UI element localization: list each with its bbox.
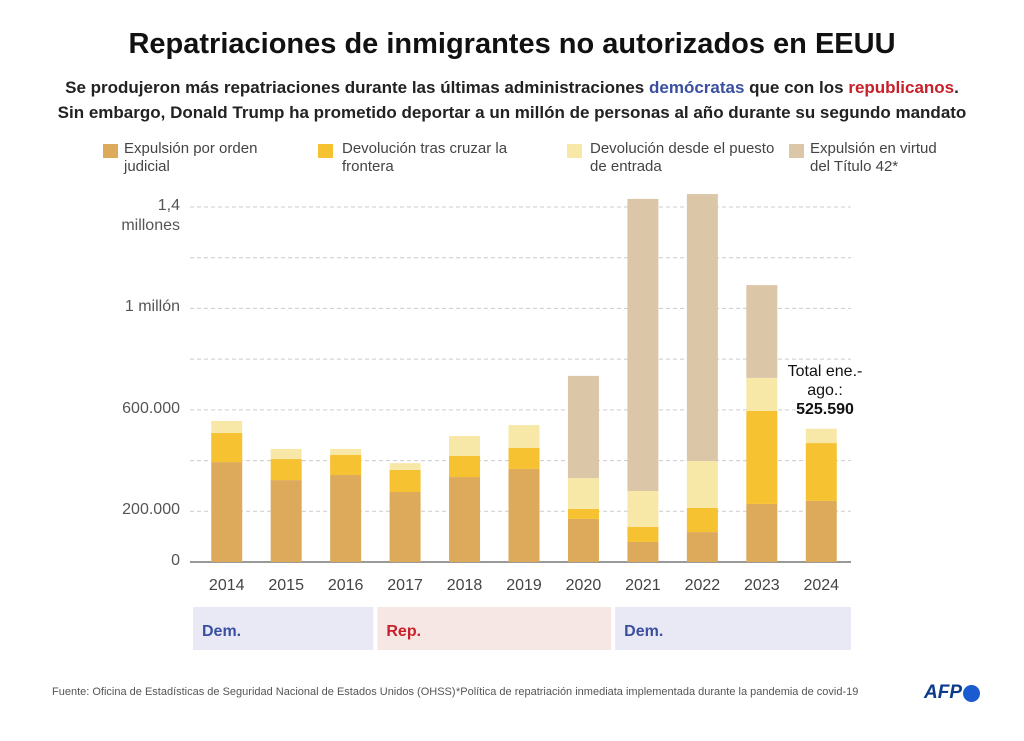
- bar-segment: [270, 448, 302, 460]
- x-tick-label: 2022: [685, 577, 721, 594]
- subtitle-part: Sin embargo, Donald Trump ha prometido d…: [57, 103, 967, 122]
- x-tick-label: 2016: [328, 577, 364, 594]
- x-tick-label: 2019: [506, 577, 542, 594]
- bar-segment: [627, 198, 659, 491]
- legend-swatch: [789, 144, 804, 158]
- bar-segment: [270, 459, 302, 481]
- annotation: Total ene.-ago.: 525.590: [780, 362, 870, 419]
- x-tick-label: 2017: [387, 577, 423, 594]
- subtitle: Sin embargo, Donald Trump ha prometido d…: [0, 103, 1024, 123]
- bar-segment: [567, 518, 599, 562]
- admin-band: [615, 607, 851, 650]
- bar-segment: [508, 447, 540, 469]
- bar-segment: [389, 469, 421, 493]
- subtitle-part: demócratas: [648, 78, 745, 97]
- bar-segment: [686, 507, 718, 533]
- bar-segment: [508, 425, 540, 448]
- bar-segment: [805, 443, 837, 501]
- x-tick-label: 2014: [209, 577, 245, 594]
- bar-segment: [508, 468, 540, 562]
- subtitle-part: .: [954, 78, 959, 97]
- y-tick-label: 200.000: [122, 501, 180, 519]
- bar-segment: [567, 509, 599, 519]
- annotation-value: 525.590: [796, 401, 854, 418]
- legend-label: Expulsión en virtud del Título 42*: [810, 140, 937, 175]
- legend-swatch: [567, 144, 582, 158]
- legend-label: Expulsión por orden judicial: [124, 140, 258, 175]
- bar-segment: [330, 448, 362, 455]
- bar-segment: [270, 480, 302, 562]
- bar-segment: [567, 375, 599, 479]
- bar-segment: [686, 461, 718, 508]
- bar-segment: [211, 432, 243, 463]
- admin-label: Rep.: [386, 623, 421, 640]
- legend-swatch: [103, 144, 118, 158]
- x-tick-label: 2015: [268, 577, 304, 594]
- bar-segment: [330, 454, 362, 476]
- subtitle-part: Se produjeron más repatriaciones durante…: [65, 78, 649, 97]
- bar-segment: [449, 477, 481, 562]
- bar-segment: [330, 475, 362, 562]
- bar-segment: [389, 492, 421, 562]
- admin-band: [193, 607, 374, 650]
- bar-segment: [627, 541, 659, 562]
- bar-segment: [211, 462, 243, 562]
- legend-label: Devolución tras cruzar la frontera: [342, 140, 508, 175]
- logo: AFP: [924, 682, 962, 703]
- x-tick-label: 2023: [744, 577, 780, 594]
- bar-segment: [686, 532, 718, 562]
- x-tick-label: 2018: [447, 577, 483, 594]
- subtitle-part: republicanos: [848, 78, 955, 97]
- bar-segment: [805, 428, 837, 444]
- x-tick-label: 2024: [803, 577, 839, 594]
- bar-segment: [746, 285, 778, 378]
- logo-dot: [963, 685, 980, 702]
- bar-segment: [746, 503, 778, 562]
- bar-segment: [449, 435, 481, 457]
- bar-segment: [449, 456, 481, 478]
- bar-segment: [805, 500, 837, 562]
- y-tick-label: 0: [171, 552, 180, 569]
- y-tick-label: 1 millón: [124, 298, 180, 316]
- bar-segment: [389, 463, 421, 470]
- y-tick-label: 600.000: [122, 399, 180, 417]
- y-tick-label: 1,4 millones: [121, 197, 180, 234]
- bar-segment: [567, 478, 599, 510]
- bar-segment: [746, 410, 778, 504]
- admin-label: Dem.: [202, 623, 241, 640]
- legend-label: Devolución desde el puesto de entrada: [590, 140, 775, 175]
- bar-segment: [627, 491, 659, 528]
- annotation-text: Total ene.-ago.:: [787, 363, 863, 399]
- subtitle-part: que con los: [744, 78, 849, 97]
- note: *Política de repatriación inmediata impl…: [456, 686, 859, 698]
- bar-segment: [746, 377, 778, 411]
- x-tick-label: 2021: [625, 577, 661, 594]
- source: Fuente: Oficina de Estadísticas de Segur…: [52, 686, 456, 698]
- bar-segment: [627, 527, 659, 542]
- bar-segment: [686, 194, 718, 462]
- chart-title: Repatriaciones de inmigrantes no autoriz…: [128, 28, 896, 60]
- admin-band: [377, 607, 612, 650]
- admin-label: Dem.: [624, 623, 663, 640]
- x-tick-label: 2020: [566, 577, 602, 594]
- bar-segment: [211, 421, 243, 433]
- legend-swatch: [318, 144, 333, 158]
- subtitle: Se produjeron más repatriaciones durante…: [0, 78, 1024, 98]
